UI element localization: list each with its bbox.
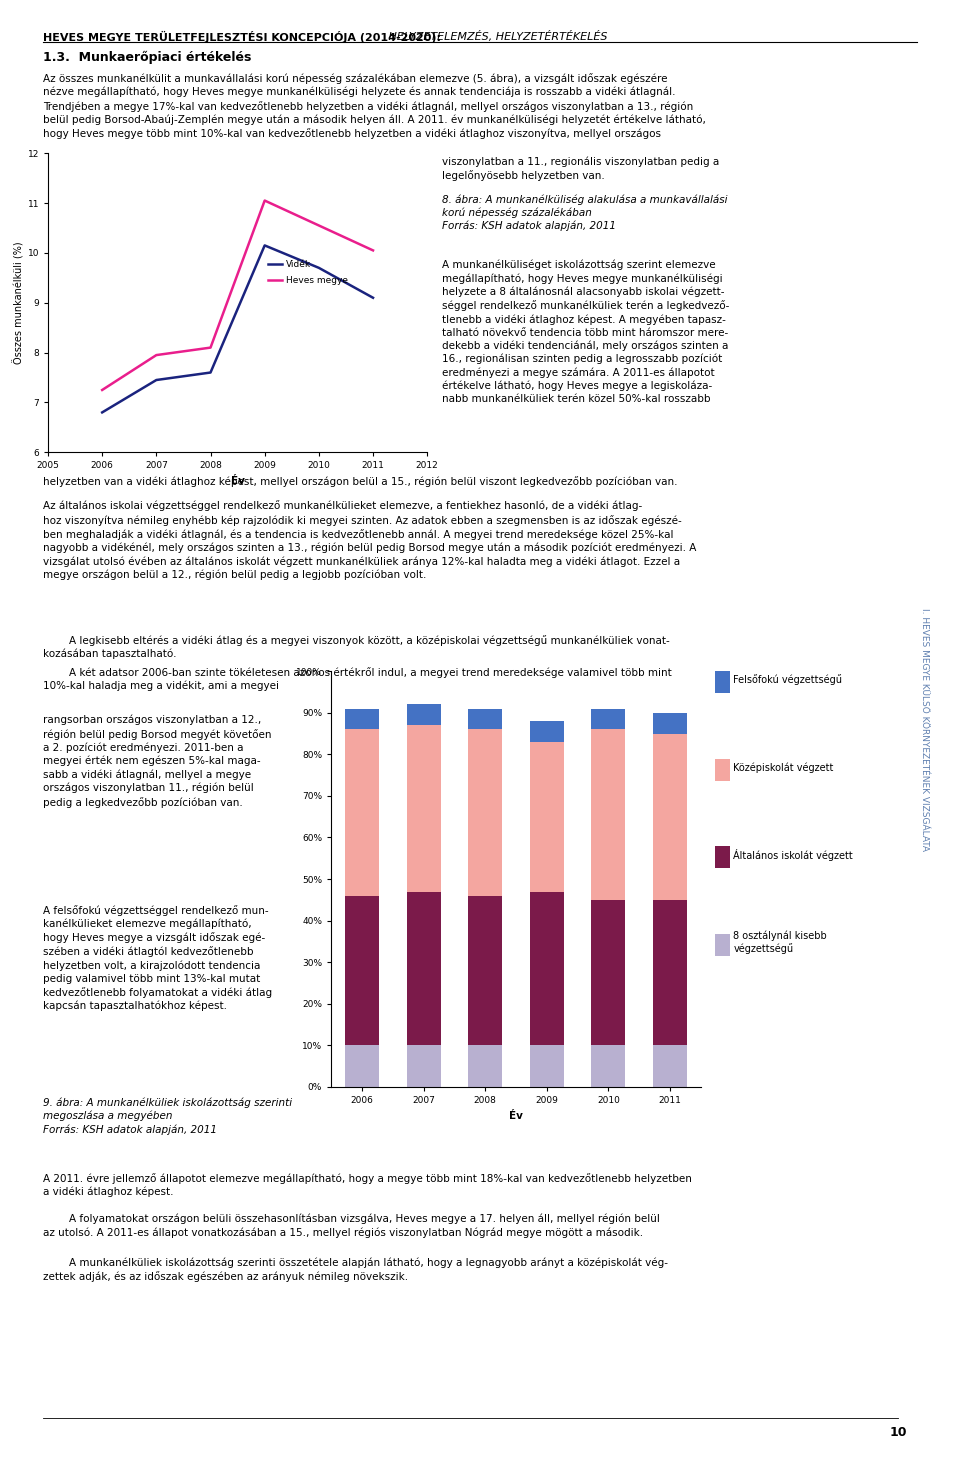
Bar [468,896,502,1045]
Bar [653,1045,687,1087]
Text: A két adatsor 2006-ban szinte tökéletesen azonos értékről indul, a megyei trend : A két adatsor 2006-ban szinte tökéletese… [43,667,672,692]
Bar [530,721,564,741]
Bar [530,1045,564,1087]
Y-axis label: Összes munkanélküli (%): Összes munkanélküli (%) [13,241,25,365]
X-axis label: Év: Év [230,476,245,486]
Bar [468,730,502,896]
Bar [530,741,564,891]
Text: HELYZETELEMZÉS, HELYZETÉRTÉKELÉS: HELYZETELEMZÉS, HELYZETÉRTÉKELÉS [385,31,608,42]
Text: A munkanélküliek iskolázottság szerinti összetétele alapján látható, hogy a legn: A munkanélküliek iskolázottság szerinti … [43,1258,668,1282]
Text: A felsőfokú végzettséggel rendelkező mun-
kanélkülieket elemezve megállapítható,: A felsőfokú végzettséggel rendelkező mun… [43,905,273,1011]
Text: HEVES MEGYE TERÜLETFEJLESZTÉSI KONCEPCIÓJA (2014-2020):: HEVES MEGYE TERÜLETFEJLESZTÉSI KONCEPCIÓ… [43,31,442,42]
Bar [468,1045,502,1087]
Bar [591,1045,625,1087]
Bar [345,1045,379,1087]
Bar [345,709,379,730]
Bar [591,900,625,1045]
Bar [653,734,687,900]
Text: 9. ábra: A munkanélküliek iskolázottság szerinti
megoszlása a megyében
Forrás: K: 9. ábra: A munkanélküliek iskolázottság … [43,1097,293,1135]
Text: rangsorban országos viszonylatban a 12.,
régión belül pedig Borsod megyét követő: rangsorban országos viszonylatban a 12.,… [43,715,272,807]
Bar [591,730,625,900]
Text: Felsőfokú végzettségű: Felsőfokú végzettségű [733,674,843,686]
Text: viszonylatban a 11., regionális viszonylatban pedig a
legelőnyösebb helyzetben v: viszonylatban a 11., regionális viszonyl… [442,156,719,181]
Text: Középiskolát végzett: Középiskolát végzett [733,762,834,773]
Text: A 2011. évre jellemző állapotot elemezve megállapítható, hogy a megye több mint : A 2011. évre jellemző állapotot elemezve… [43,1173,692,1198]
Bar [653,712,687,734]
X-axis label: Év: Év [509,1110,523,1121]
Text: 1.3.  Munkaerőpiaci értékelés: 1.3. Munkaerőpiaci értékelés [43,51,252,64]
Text: helyzetben van a vidéki átlaghoz képest, mellyel országon belül a 15., régión be: helyzetben van a vidéki átlaghoz képest,… [43,476,678,487]
Bar [407,725,441,891]
Text: I. HEVES MEGYE KÜLSŐ KÖRNYEZETÉNEK VIZSGÁLATA: I. HEVES MEGYE KÜLSŐ KÖRNYEZETÉNEK VIZSG… [920,608,929,851]
Bar [468,709,502,730]
Bar [345,730,379,896]
Legend: Vidék, Heves megye: Vidék, Heves megye [265,257,351,289]
Text: A legkisebb eltérés a vidéki átlag és a megyei viszonyok között, a középiskolai : A legkisebb eltérés a vidéki átlag és a … [43,635,670,659]
Text: 8. ábra: A munkanélküliség alakulása a munkavállalási
korú népesség százalékában: 8. ábra: A munkanélküliség alakulása a m… [442,194,727,232]
Bar [345,896,379,1045]
Text: A munkanélküliséget iskolázottság szerint elemezve
megállapítható, hogy Heves me: A munkanélküliséget iskolázottság szerin… [442,260,729,404]
Text: Az általános iskolai végzettséggel rendelkező munkanélkülieket elemezve, a fenti: Az általános iskolai végzettséggel rende… [43,500,697,581]
Bar [407,705,441,725]
Bar [653,900,687,1045]
Text: 10: 10 [890,1427,907,1439]
Text: Az összes munkanélkülit a munkavállalási korú népesség százalékában elemezve (5.: Az összes munkanélkülit a munkavállalási… [43,73,706,139]
Bar [407,1045,441,1087]
Bar [407,891,441,1045]
Text: Általános iskolát végzett: Általános iskolát végzett [733,849,853,861]
Bar [530,891,564,1045]
Text: 8 osztálynál kisebb
végzettségű: 8 osztálynál kisebb végzettségű [733,931,828,954]
Text: A folyamatokat országon belüli összehasonlításban vizsgálva, Heves megye a 17. h: A folyamatokat országon belüli összehaso… [43,1214,660,1237]
Bar [591,709,625,730]
